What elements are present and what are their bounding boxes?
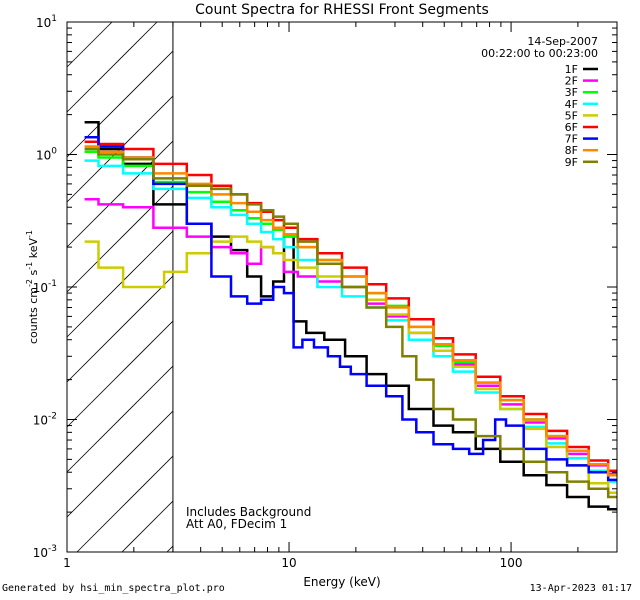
legend-label-7F: 7F [565,133,578,146]
axis-labels: 1 10 100 10-3 10-2 10-1 100 101 [33,14,523,570]
hatch-line-2 [66,50,174,158]
series-layer [84,121,617,511]
hatch-line-5 [66,185,174,293]
y-tick-label-0: 100 [36,147,57,163]
hatch-line-9 [66,365,174,473]
annotation-attenuator: Att A0, FDecim 1 [186,517,287,531]
legend-label-3F: 3F [565,86,578,99]
legend-label-4F: 4F [565,98,578,111]
y-tick-label-1: 101 [36,14,57,30]
series-line-7F [84,135,617,482]
hatch-line-13 [166,545,174,553]
series-line-1F [84,121,617,511]
x-tick-label-100: 100 [500,556,523,570]
x-tick-label-10: 10 [281,556,296,570]
legend-label-9F: 9F [565,156,578,169]
legend-label-6F: 6F [565,121,578,134]
y-tick-label--2: 10-2 [33,412,57,428]
hatch-line-0 [66,21,113,68]
legend-label-5F: 5F [565,109,578,122]
hatch-line-8 [66,320,174,428]
hatch-line-10 [66,410,174,518]
legend-label-1F: 1F [565,63,578,76]
series-line-4F [84,159,617,483]
footer-timestamp: 13-Apr-2023 01:17 [529,583,632,594]
hatch-line-6 [66,230,174,338]
hatch-line-7 [66,275,174,383]
chart-title: Count Spectra for RHESSI Front Segments [195,2,489,18]
y-tick-label--1: 10-1 [33,279,57,295]
legend-label-2F: 2F [565,75,578,88]
annotation-background: Includes Background [186,505,311,519]
x-tick-label-1: 1 [63,556,71,570]
y-tick-label--3: 10-3 [33,544,57,560]
date-label: 14-Sep-2007 [527,35,598,48]
y-axis-label: counts cm-2 s-1 keV-1 [25,230,40,344]
footer-generated-by: Generated by hsi_min_spectra_plot.pro [2,583,225,594]
hatch-line-12 [121,500,174,553]
hatch-line-4 [66,140,174,248]
x-axis-label: Energy (keV) [303,575,380,589]
time-range-label: 00:22:00 to 00:23:00 [481,47,598,60]
series-line-2F [84,197,617,475]
legend-label-8F: 8F [565,144,578,157]
axis-ticks [66,21,618,553]
hatch-line-11 [76,455,174,553]
series-line-5F [84,235,617,495]
hatch-line-1 [66,21,158,113]
series-line-9F [84,147,617,499]
